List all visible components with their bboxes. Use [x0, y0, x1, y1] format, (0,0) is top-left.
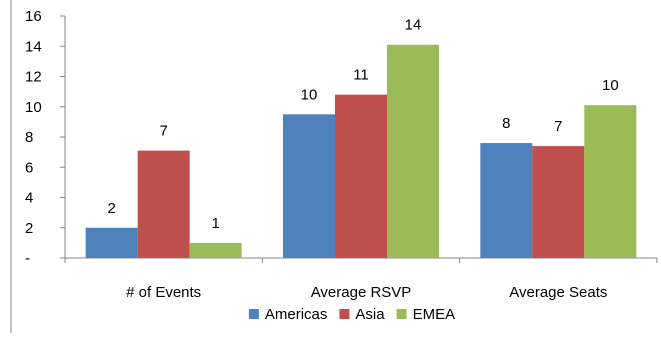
legend-label: Americas: [265, 306, 328, 323]
bar-emea: [387, 44, 439, 258]
bar-asia: [335, 94, 387, 259]
data-label: 14: [405, 17, 422, 34]
x-category-label: Average Seats: [509, 284, 607, 301]
data-label: 2: [107, 200, 115, 217]
y-tick-label: 8: [25, 129, 33, 146]
x-axis-labels: # of Events Average RSVP Average Seats: [126, 284, 607, 301]
bar-emea: [584, 105, 637, 258]
y-tick-label: 10: [25, 99, 42, 116]
data-label: 11: [353, 67, 369, 84]
data-label: 1: [211, 215, 219, 232]
bar-emea: [189, 242, 242, 258]
bar-americas: [283, 114, 335, 258]
data-label: 8: [502, 115, 510, 132]
bar-americas: [480, 143, 533, 258]
data-label: 10: [602, 77, 619, 94]
data-label: 7: [554, 118, 562, 135]
bar-asia: [137, 150, 190, 258]
y-tick-label: 4: [25, 190, 33, 207]
y-tick-label: 12: [25, 69, 42, 86]
legend-swatch-emea: [396, 309, 407, 319]
y-tick-label: -: [25, 250, 30, 267]
legend-label: Asia: [355, 306, 385, 323]
bar-americas: [85, 227, 138, 258]
legend: Americas Asia EMEA: [248, 306, 456, 323]
y-tick-label: 6: [25, 159, 33, 176]
x-category-label: # of Events: [126, 284, 201, 301]
y-axis-ticks: - 2 4 6 8 10 12 14 16: [25, 8, 65, 267]
legend-swatch-americas: [248, 309, 259, 319]
legend-swatch-asia: [339, 309, 350, 319]
bar-asia: [532, 146, 585, 258]
x-category-label: Average RSVP: [311, 284, 412, 301]
data-label: 10: [301, 86, 318, 103]
y-tick-label: 16: [25, 8, 42, 25]
data-labels: 2 7 1 10 11 14 8 7 10: [107, 17, 618, 232]
data-label: 7: [159, 123, 167, 140]
y-tick-label: 2: [25, 220, 33, 237]
y-tick-label: 14: [25, 38, 42, 55]
bars: [85, 44, 637, 259]
legend-label: EMEA: [413, 306, 456, 323]
